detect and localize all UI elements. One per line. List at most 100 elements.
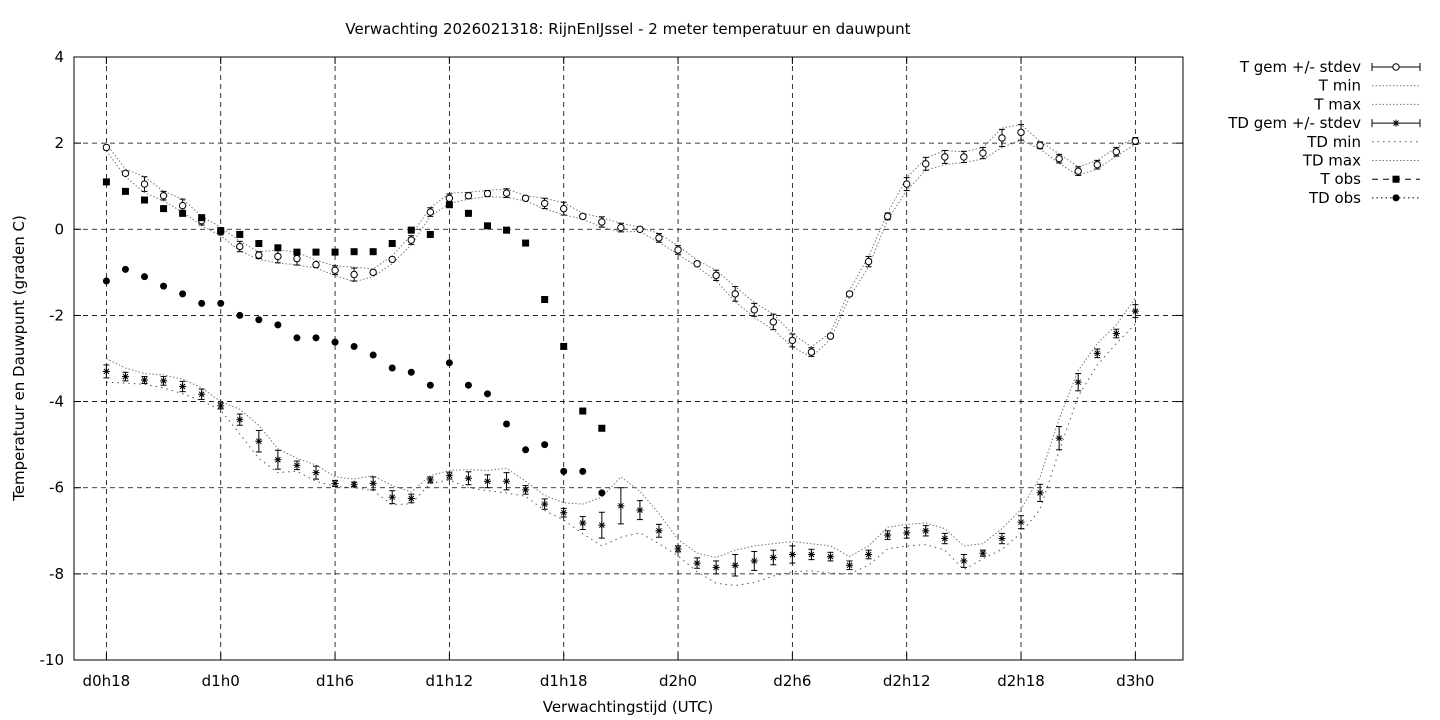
legend-label: T max	[1313, 95, 1361, 113]
t-gem-point	[1036, 141, 1044, 149]
t-obs-point	[388, 239, 396, 247]
star-stroke	[408, 495, 415, 502]
t-gem-point	[331, 266, 339, 274]
t-min-line	[105, 139, 1136, 358]
t-obs-point	[217, 227, 225, 235]
t-gem-point	[502, 189, 511, 197]
t-gem-point	[483, 189, 492, 198]
t-obs-point	[236, 230, 244, 238]
t-gem-point	[1074, 167, 1082, 175]
t-obs-point	[483, 222, 491, 230]
legend-label: TD min	[1306, 133, 1361, 151]
mean-markers	[102, 124, 1140, 577]
legend-marker	[1392, 194, 1400, 202]
td-gem-point	[350, 480, 358, 488]
td-gem-point	[636, 506, 644, 514]
t-gem-point	[1131, 137, 1140, 145]
td-gem-point	[788, 550, 796, 558]
t-obs-point	[541, 295, 549, 303]
td-gem-point	[274, 456, 282, 464]
td-gem-point	[255, 437, 263, 445]
t-gem-point	[121, 169, 130, 177]
star-stroke	[370, 480, 377, 487]
star-stroke	[141, 377, 148, 383]
td-gem-point	[445, 472, 453, 480]
t-gem-point	[598, 218, 606, 226]
star-stroke	[541, 501, 548, 507]
t-gem-point	[1055, 154, 1063, 163]
y-tick-label: -2	[49, 306, 64, 324]
legend-item: TD min	[1306, 133, 1420, 151]
star-stroke	[1075, 379, 1082, 386]
td-gem-point	[998, 535, 1006, 543]
t-gem-point	[998, 134, 1006, 142]
legend-label: T gem +/- stdev	[1239, 58, 1361, 76]
star-stroke	[637, 507, 643, 513]
td-gem-point	[522, 486, 530, 494]
star-stroke	[160, 378, 167, 384]
x-tick-label: d3h0	[1116, 672, 1154, 690]
legend-item: TD max	[1302, 152, 1420, 170]
star-stroke	[332, 480, 338, 487]
star-stroke	[122, 373, 129, 380]
t-gem-point	[750, 306, 758, 314]
star-stroke	[846, 562, 853, 569]
t-gem-point	[369, 268, 377, 277]
td-gem-point	[693, 559, 701, 567]
star-stroke	[618, 502, 624, 509]
t-gem-point	[960, 153, 968, 161]
td-gem-point	[503, 477, 511, 485]
t-gem-point	[350, 270, 358, 279]
td-obs-point	[198, 299, 206, 307]
td-obs-point	[179, 290, 187, 298]
t-obs-point	[579, 407, 587, 415]
td-gem-point	[960, 557, 968, 565]
legend-item: T obs	[1320, 170, 1420, 188]
t-gem-point	[236, 242, 244, 251]
td-obs-point	[464, 381, 472, 389]
td-gem-point	[884, 531, 892, 539]
t-gem-point	[922, 160, 930, 168]
legend-label: T obs	[1320, 170, 1362, 188]
t-gem-point	[693, 260, 701, 268]
y-tick-label: 0	[54, 220, 64, 238]
t-obs-point	[160, 205, 168, 213]
td-gem-point	[1055, 434, 1063, 442]
legend-item: T max	[1313, 95, 1420, 113]
t-gem-point	[464, 191, 473, 200]
star-stroke	[1132, 308, 1139, 314]
td-gem-point	[826, 553, 834, 561]
t-gem-point	[655, 234, 663, 242]
t-gem-point	[636, 225, 644, 233]
star-stroke	[1056, 435, 1062, 442]
td-obs-point	[121, 265, 129, 273]
star-stroke	[789, 551, 796, 558]
t-gem-point	[1093, 160, 1101, 169]
legend-label: TD obs	[1308, 189, 1361, 207]
star-stroke	[922, 527, 929, 534]
t-gem-point	[674, 246, 682, 254]
star-stroke	[1094, 350, 1101, 357]
td-gem-point	[750, 557, 758, 565]
star-stroke	[313, 469, 319, 476]
legend-label: TD gem +/- stdev	[1227, 114, 1361, 132]
td-obs-point	[274, 321, 282, 329]
t-gem-point	[312, 260, 320, 269]
star-stroke	[255, 438, 262, 445]
legend-label: TD max	[1302, 152, 1361, 170]
t-gem-point	[1112, 148, 1121, 156]
grid-lines	[74, 57, 1183, 660]
t-obs-point	[102, 178, 110, 186]
td-gem-point	[293, 461, 301, 469]
td-gem-point	[941, 535, 949, 543]
t-gem-point	[521, 194, 530, 202]
star-stroke	[770, 554, 777, 561]
td-gem-point	[331, 479, 339, 487]
star-stroke	[656, 527, 662, 534]
td-gem-point	[369, 479, 377, 487]
td-obs-point	[141, 273, 149, 281]
td-obs-point	[541, 441, 549, 449]
td-obs-point	[407, 368, 415, 376]
t-obs-point	[560, 342, 568, 350]
